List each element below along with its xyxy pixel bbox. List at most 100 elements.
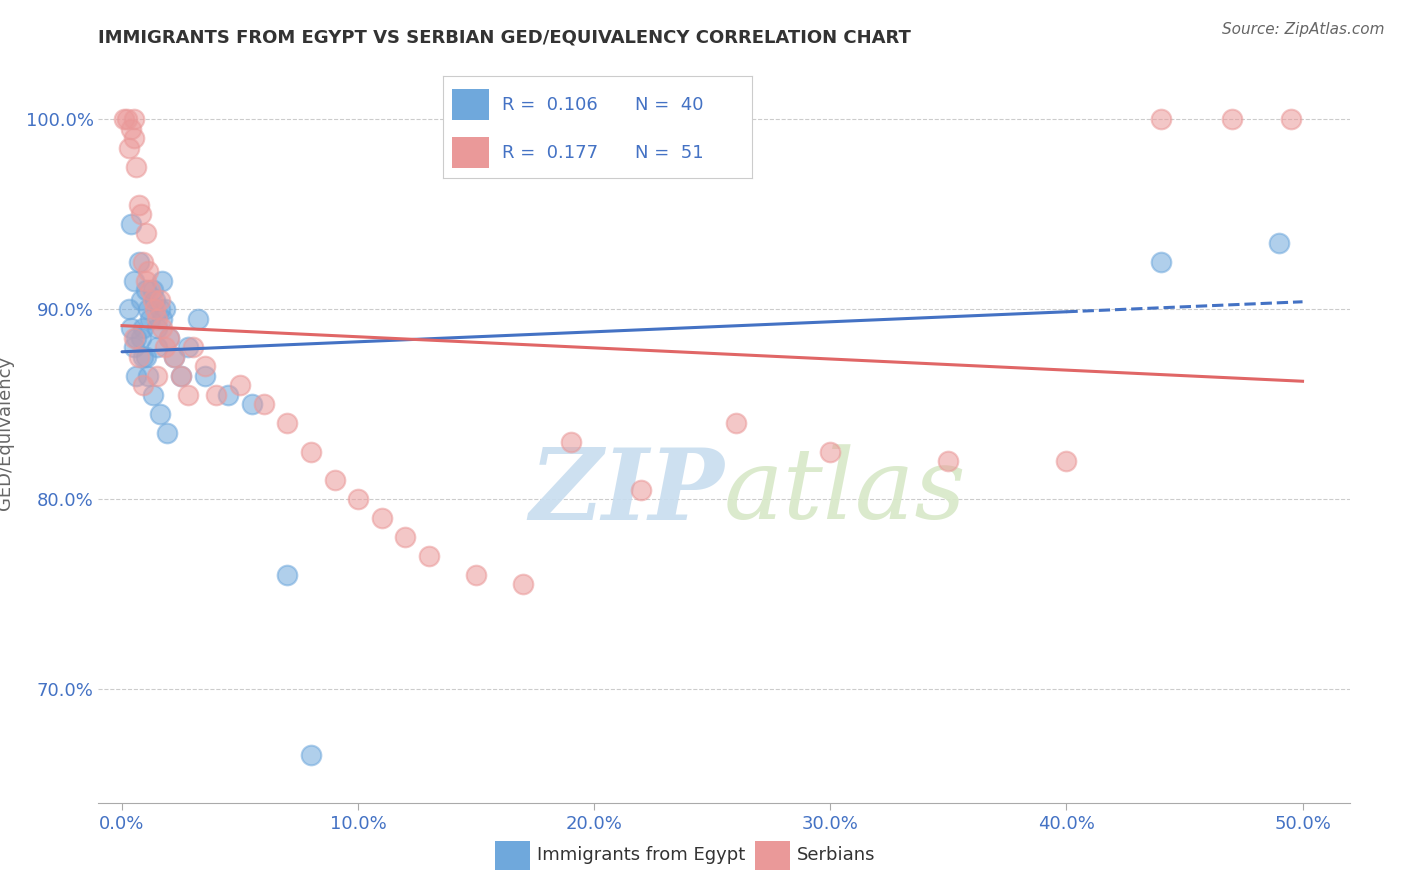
Text: Source: ZipAtlas.com: Source: ZipAtlas.com <box>1222 22 1385 37</box>
Point <box>1220 112 1243 127</box>
Point <box>139 311 162 326</box>
Point <box>142 293 165 307</box>
Point <box>394 530 416 544</box>
Point <box>146 340 169 354</box>
Point <box>143 302 166 317</box>
Point <box>136 264 159 278</box>
Point <box>132 350 155 364</box>
Point <box>820 444 842 458</box>
Point <box>146 321 169 335</box>
Point <box>299 748 322 763</box>
Point <box>118 141 141 155</box>
Point <box>153 340 176 354</box>
Point <box>181 340 204 354</box>
Point <box>142 283 165 297</box>
Point <box>323 473 346 487</box>
Point <box>170 368 193 383</box>
Point <box>122 112 145 127</box>
Text: ZIP: ZIP <box>529 443 724 540</box>
Point <box>240 397 263 411</box>
Point <box>132 378 155 392</box>
Point <box>146 311 169 326</box>
Point <box>1279 112 1302 127</box>
Point <box>1054 454 1077 468</box>
Text: atlas: atlas <box>724 444 967 540</box>
Point <box>418 549 440 563</box>
Point <box>724 416 747 430</box>
Point <box>150 321 173 335</box>
Point <box>194 359 217 374</box>
Point <box>122 331 145 345</box>
Point <box>135 227 157 241</box>
Point <box>253 397 276 411</box>
Point <box>135 283 157 297</box>
Point <box>136 302 159 317</box>
Point <box>149 407 172 421</box>
Point <box>347 491 370 506</box>
Point <box>157 331 180 345</box>
Point <box>170 368 193 383</box>
Point <box>630 483 652 497</box>
Point <box>1268 235 1291 250</box>
Point <box>194 368 217 383</box>
Point <box>135 350 157 364</box>
Point <box>149 293 172 307</box>
Point <box>149 302 172 317</box>
Point <box>121 217 143 231</box>
Bar <box>453 137 489 168</box>
Point <box>156 425 179 440</box>
Point <box>276 568 298 582</box>
Point <box>1150 112 1173 127</box>
Point <box>187 311 209 326</box>
Point <box>122 340 145 354</box>
Point <box>512 577 534 591</box>
Point <box>125 331 148 345</box>
Point <box>132 321 155 335</box>
Point <box>129 207 152 221</box>
Point <box>150 274 173 288</box>
Text: R =  0.177: R = 0.177 <box>502 144 598 161</box>
Point <box>163 350 186 364</box>
Point <box>139 283 162 297</box>
Point <box>177 340 200 354</box>
Point <box>1150 254 1173 268</box>
Point <box>121 321 143 335</box>
Point <box>153 302 176 317</box>
Point <box>276 416 298 430</box>
Y-axis label: GED/Equivalency: GED/Equivalency <box>0 356 14 509</box>
Point <box>132 254 155 268</box>
Point <box>465 568 488 582</box>
Point <box>136 368 159 383</box>
Text: Serbians: Serbians <box>797 847 876 864</box>
Point <box>118 302 141 317</box>
Point <box>150 311 173 326</box>
Point <box>129 293 152 307</box>
Point <box>146 368 169 383</box>
Point <box>128 254 150 268</box>
Point <box>125 160 148 174</box>
Point <box>177 387 200 401</box>
Text: R =  0.106: R = 0.106 <box>502 95 598 113</box>
Point <box>163 350 186 364</box>
Point <box>128 198 150 212</box>
Text: N =  51: N = 51 <box>634 144 703 161</box>
Point <box>560 435 582 450</box>
Point <box>217 387 239 401</box>
Point <box>135 274 157 288</box>
Point <box>112 112 135 127</box>
Point <box>121 121 143 136</box>
Point <box>205 387 228 401</box>
Point <box>371 511 394 525</box>
Bar <box>453 89 489 120</box>
Point <box>115 112 138 127</box>
Point <box>129 331 152 345</box>
Text: Immigrants from Egypt: Immigrants from Egypt <box>537 847 745 864</box>
Point <box>143 293 166 307</box>
Text: IMMIGRANTS FROM EGYPT VS SERBIAN GED/EQUIVALENCY CORRELATION CHART: IMMIGRANTS FROM EGYPT VS SERBIAN GED/EQU… <box>98 29 911 47</box>
Point <box>157 331 180 345</box>
Point <box>142 387 165 401</box>
Text: N =  40: N = 40 <box>634 95 703 113</box>
Point <box>122 274 145 288</box>
Point <box>299 444 322 458</box>
Point <box>128 350 150 364</box>
